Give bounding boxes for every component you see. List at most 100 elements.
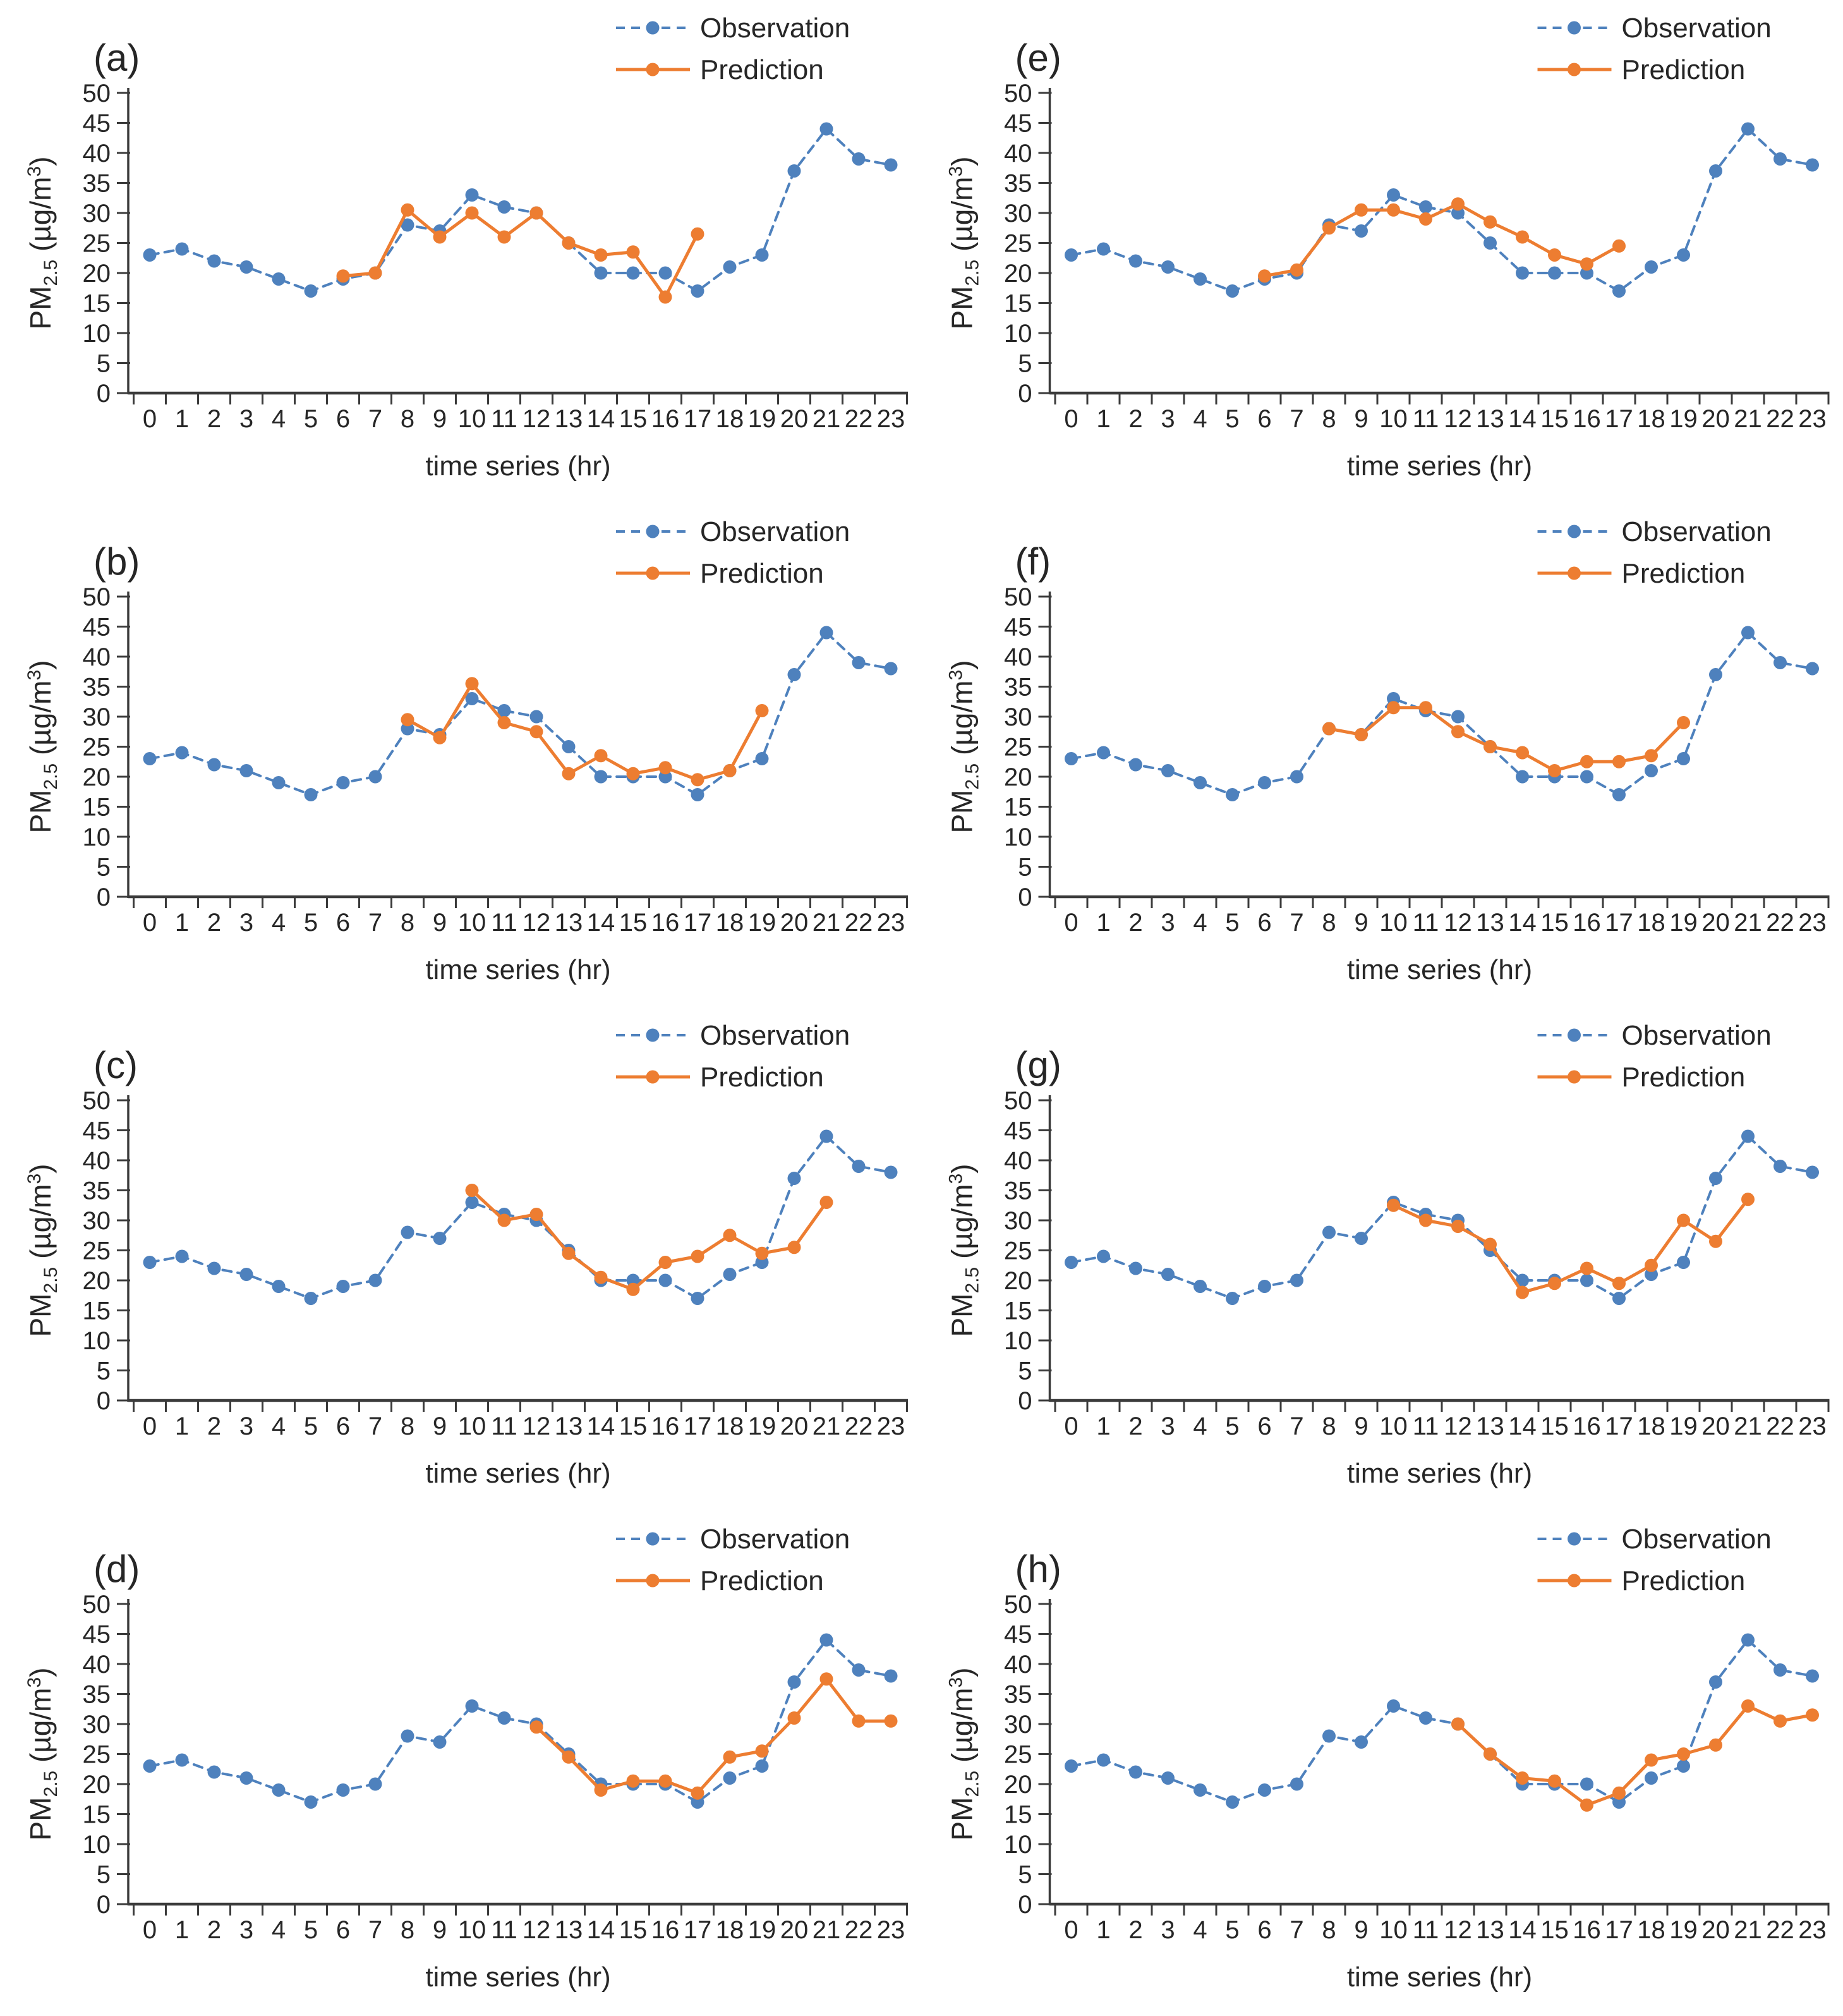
x-tick-label: 2 (1128, 405, 1142, 433)
marker-observation (272, 776, 286, 789)
marker-prediction (1516, 1771, 1529, 1785)
y-tick-label: 50 (83, 80, 111, 107)
marker-prediction (1483, 1237, 1497, 1251)
y-tick-label: 50 (1004, 1591, 1032, 1618)
marker-observation (497, 1711, 511, 1725)
x-tick-label: 19 (1669, 1412, 1698, 1440)
legend-observation-marker (1568, 525, 1581, 538)
marker-prediction (1419, 701, 1432, 715)
legend-item-prediction: Prediction (616, 1565, 824, 1596)
observation-line (148, 1639, 892, 1804)
x-tick-label: 10 (1379, 1916, 1408, 1944)
y-tick-label: 50 (83, 1591, 111, 1618)
marker-prediction (626, 245, 640, 259)
prediction-series (1387, 1193, 1755, 1299)
observation-series (1065, 626, 1819, 801)
panel-label: (a) (94, 37, 140, 79)
x-tick-label: 17 (684, 405, 712, 433)
marker-observation (1612, 1292, 1626, 1305)
x-tick-label: 6 (336, 405, 350, 433)
marker-observation (304, 788, 318, 801)
x-tick-label: 12 (523, 1412, 551, 1440)
marker-prediction (1483, 740, 1497, 753)
marker-observation (1612, 788, 1626, 801)
marker-prediction (787, 1241, 801, 1254)
x-tick-label: 8 (1322, 1916, 1336, 1944)
y-tick-label: 5 (1018, 350, 1032, 378)
marker-observation (1516, 266, 1529, 280)
marker-observation (1193, 272, 1207, 286)
marker-observation (1258, 1783, 1271, 1797)
x-tick-label: 8 (401, 1412, 414, 1440)
marker-observation (207, 1261, 221, 1275)
chart-panel-d: (d) 0 5 10 15 20 25 30 35 40 45 50 0 1 2 3 4 5 6 7 8 9 10 11 12 1… (0, 1511, 921, 2015)
legend-item-prediction: Prediction (616, 1062, 824, 1093)
x-tick-label: 20 (1701, 1412, 1730, 1440)
chart-panel-a: (a) 0 5 10 15 20 25 30 35 40 45 50 0 1 2 3 4 5 6 7 8 9 10 11 12 1… (0, 0, 921, 504)
x-tick-label: 23 (1798, 405, 1827, 433)
x-tick-label: 3 (1161, 405, 1175, 433)
y-tick-label: 25 (1004, 734, 1032, 762)
marker-observation (658, 266, 672, 280)
x-tick-label: 13 (555, 405, 583, 433)
marker-observation (1161, 1771, 1175, 1785)
x-tick-label: 12 (1444, 909, 1472, 937)
marker-prediction (884, 1714, 898, 1728)
marker-observation (497, 704, 511, 717)
marker-observation (1387, 188, 1400, 202)
x-tick-label: 14 (1508, 405, 1537, 433)
x-tick-label: 2 (207, 1412, 221, 1440)
legend-prediction-marker (1568, 63, 1581, 76)
marker-prediction (529, 206, 543, 220)
x-tick-label: 22 (1766, 405, 1794, 433)
marker-prediction (497, 230, 511, 244)
marker-observation (1709, 164, 1722, 178)
prediction-series (336, 203, 704, 304)
marker-observation (207, 1765, 221, 1779)
marker-prediction (465, 206, 479, 220)
y-tick-label: 5 (97, 1861, 111, 1889)
marker-observation (1065, 752, 1078, 765)
panel-label: (b) (94, 540, 140, 583)
legend-observation-marker (1568, 1532, 1581, 1546)
marker-observation (433, 1232, 447, 1245)
marker-prediction (1709, 1234, 1722, 1248)
marker-prediction (562, 1246, 576, 1260)
marker-observation (626, 266, 640, 280)
marker-prediction (1419, 1213, 1432, 1227)
legend: Observation Prediction (616, 516, 850, 589)
marker-prediction (658, 761, 672, 775)
marker-prediction (497, 1213, 511, 1227)
y-tick-label: 50 (83, 1087, 111, 1115)
marker-observation (336, 776, 350, 789)
marker-observation (1290, 1273, 1303, 1287)
prediction-series (1322, 701, 1690, 777)
legend: Observation Prediction (616, 1524, 850, 1596)
marker-observation (1741, 626, 1755, 640)
marker-observation (562, 740, 576, 753)
x-tick-label: 1 (1096, 1412, 1110, 1440)
y-tick-label: 15 (83, 1297, 111, 1325)
x-tick-label: 3 (239, 1412, 253, 1440)
marker-prediction (1419, 212, 1432, 226)
x-axis-title: time series (hr) (1347, 1458, 1532, 1489)
marker-prediction (691, 1249, 704, 1263)
x-tick-label: 21 (1734, 1916, 1762, 1944)
marker-observation (1612, 284, 1626, 298)
marker-observation (723, 1268, 737, 1281)
marker-observation (1097, 1249, 1110, 1263)
marker-prediction (1612, 1277, 1626, 1290)
y-tick-label: 30 (83, 200, 111, 228)
marker-observation (1419, 200, 1432, 214)
observation-series (143, 1633, 898, 1809)
marker-prediction (1483, 1747, 1497, 1761)
legend-item-observation: Observation (616, 13, 850, 44)
marker-observation (691, 788, 704, 801)
legend-prediction-marker (646, 1070, 660, 1084)
x-tick-label: 18 (716, 909, 744, 937)
x-tick-label: 5 (1225, 909, 1239, 937)
y-tick-label: 20 (1004, 763, 1032, 791)
y-axis-title: PM2.5 (µg/m3) (946, 1163, 983, 1337)
x-tick-label: 17 (684, 909, 712, 937)
